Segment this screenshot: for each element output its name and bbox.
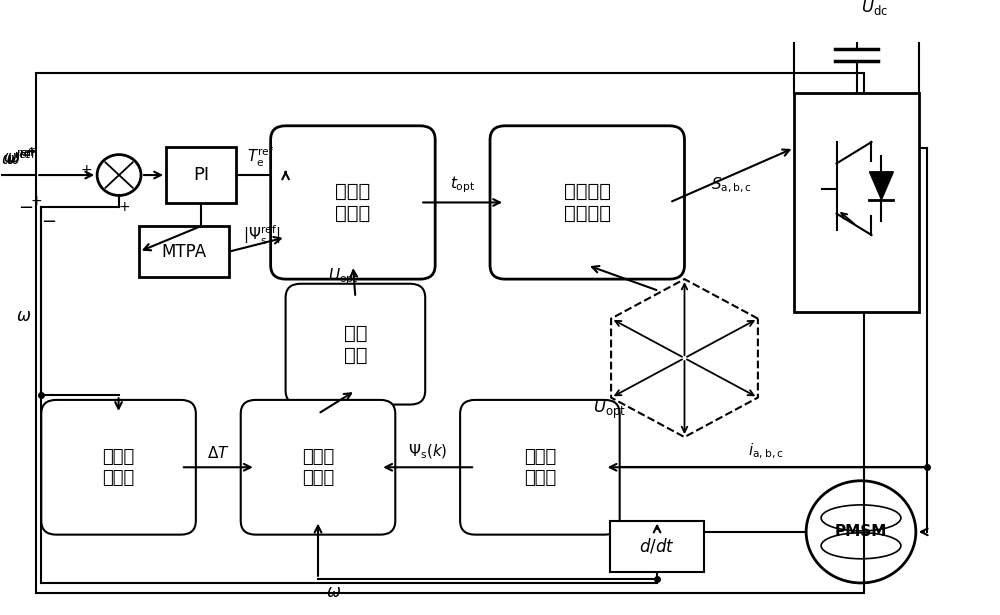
Text: $S_{\rm a,b,c}$: $S_{\rm a,b,c}$: [711, 176, 752, 195]
Text: $\omega^{\rm ref}$: $\omega^{\rm ref}$: [3, 147, 34, 166]
Text: $\omega^{\rm ref}$: $\omega^{\rm ref}$: [6, 149, 37, 168]
FancyBboxPatch shape: [41, 400, 196, 534]
Text: $\omega^{\rm ref}$: $\omega^{\rm ref}$: [6, 147, 37, 166]
Text: PMSM: PMSM: [835, 525, 887, 539]
FancyBboxPatch shape: [241, 400, 395, 534]
Text: 输出合成
电压矢量: 输出合成 电压矢量: [564, 182, 611, 223]
Text: +: +: [30, 194, 42, 208]
Bar: [36, 73, 864, 593]
FancyBboxPatch shape: [271, 126, 435, 279]
Text: $T_{\rm e}^{\rm ref}$: $T_{\rm e}^{\rm ref}$: [247, 146, 274, 170]
Bar: [794, 93, 919, 312]
Text: +: +: [25, 145, 37, 159]
Text: MTPA: MTPA: [161, 243, 206, 261]
Bar: [139, 226, 229, 277]
Text: $\omega^{\rm ref}$: $\omega^{\rm ref}$: [1, 149, 32, 168]
FancyBboxPatch shape: [286, 284, 425, 405]
Text: $\Psi_{\rm s}(k)$: $\Psi_{\rm s}(k)$: [408, 442, 447, 461]
Text: $U_{\mathrm{opt}}$: $U_{\mathrm{opt}}$: [328, 266, 359, 287]
Text: +: +: [118, 200, 130, 214]
Text: $\omega$: $\omega$: [16, 308, 31, 325]
Text: $\Delta T$: $\Delta T$: [207, 445, 230, 461]
Text: $i_{\rm a,b,c}$: $i_{\rm a,b,c}$: [748, 442, 784, 461]
Text: +: +: [81, 164, 92, 177]
Text: 模型
预测: 模型 预测: [344, 323, 367, 365]
Text: −: −: [41, 213, 56, 231]
Text: −: −: [18, 199, 33, 216]
Text: 作用时
间计算: 作用时 间计算: [335, 182, 371, 223]
Text: 转矩差
值计算: 转矩差 值计算: [102, 448, 135, 486]
Bar: [610, 521, 704, 572]
Text: $U_{\mathrm{dc}}$: $U_{\mathrm{dc}}$: [861, 0, 889, 17]
FancyBboxPatch shape: [490, 126, 684, 279]
Text: $\omega$: $\omega$: [326, 584, 341, 601]
Text: 电压矢
量选择: 电压矢 量选择: [302, 448, 334, 486]
Text: 定子磁
链估计: 定子磁 链估计: [524, 448, 556, 486]
Text: $|\Psi_{\rm s}^{\rm ref}|$: $|\Psi_{\rm s}^{\rm ref}|$: [243, 224, 281, 247]
Bar: [166, 147, 236, 203]
Text: PI: PI: [193, 166, 209, 184]
Text: $t_{\rm opt}$: $t_{\rm opt}$: [450, 175, 475, 195]
Polygon shape: [869, 172, 893, 200]
FancyBboxPatch shape: [460, 400, 620, 534]
Text: $d/dt$: $d/dt$: [639, 537, 675, 556]
Text: $U_{\mathrm{opt}}$: $U_{\mathrm{opt}}$: [593, 397, 626, 421]
